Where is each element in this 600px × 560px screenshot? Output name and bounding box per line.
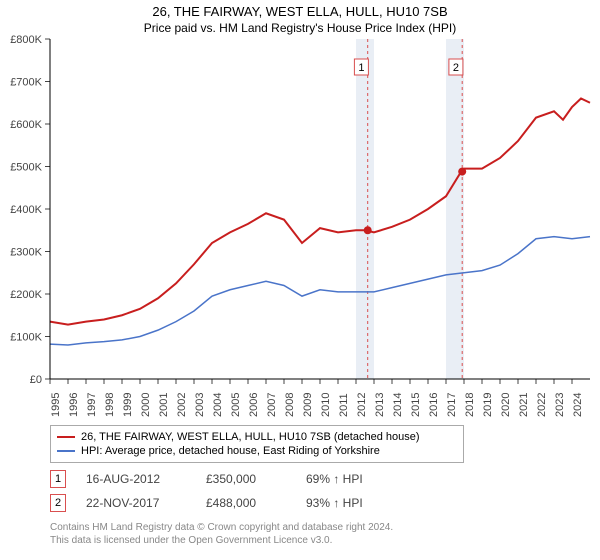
x-tick: 2020 bbox=[500, 386, 518, 424]
svg-text:£800K: £800K bbox=[10, 34, 42, 46]
x-tick: 1999 bbox=[122, 386, 140, 424]
svg-text:£200K: £200K bbox=[10, 289, 42, 301]
event-marker: 1 bbox=[50, 470, 66, 488]
event-date: 16-AUG-2012 bbox=[86, 472, 206, 486]
x-tick: 1997 bbox=[86, 386, 104, 424]
x-tick: 2005 bbox=[230, 386, 248, 424]
x-axis-ticks: 1995199619971998199920002001200220032004… bbox=[50, 386, 590, 424]
x-tick: 1995 bbox=[50, 386, 68, 424]
sale-events: 1 16-AUG-2012 £350,000 69% ↑ HPI 2 22-NO… bbox=[50, 467, 600, 515]
x-tick: 2013 bbox=[374, 386, 392, 424]
svg-text:2: 2 bbox=[453, 62, 459, 74]
x-tick: 2014 bbox=[392, 386, 410, 424]
svg-text:£500K: £500K bbox=[10, 162, 42, 174]
x-tick: 2002 bbox=[176, 386, 194, 424]
x-tick: 2010 bbox=[320, 386, 338, 424]
footer: Contains HM Land Registry data © Crown c… bbox=[50, 515, 600, 547]
x-tick: 2000 bbox=[140, 386, 158, 424]
svg-text:£100K: £100K bbox=[10, 332, 42, 344]
svg-text:£700K: £700K bbox=[10, 77, 42, 89]
x-tick: 2004 bbox=[212, 386, 230, 424]
x-tick: 2024 bbox=[572, 386, 590, 424]
x-tick: 2019 bbox=[482, 386, 500, 424]
x-tick: 2006 bbox=[248, 386, 266, 424]
event-row: 2 22-NOV-2017 £488,000 93% ↑ HPI bbox=[50, 491, 600, 515]
legend-swatch-hpi bbox=[57, 450, 75, 452]
chart-title: 26, THE FAIRWAY, WEST ELLA, HULL, HU10 7… bbox=[0, 0, 600, 19]
event-marker: 2 bbox=[50, 494, 66, 512]
x-tick: 2016 bbox=[428, 386, 446, 424]
chart-svg: £0£100K£200K£300K£400K£500K£600K£700K£80… bbox=[50, 39, 590, 379]
footer-line: This data is licensed under the Open Gov… bbox=[50, 534, 600, 547]
x-tick: 2015 bbox=[410, 386, 428, 424]
event-pct: 69% ↑ HPI bbox=[306, 472, 363, 486]
event-row: 1 16-AUG-2012 £350,000 69% ↑ HPI bbox=[50, 467, 600, 491]
x-tick: 2017 bbox=[446, 386, 464, 424]
footer-line: Contains HM Land Registry data © Crown c… bbox=[50, 521, 600, 534]
x-tick: 2011 bbox=[338, 386, 356, 424]
x-tick: 2018 bbox=[464, 386, 482, 424]
legend-label-property: 26, THE FAIRWAY, WEST ELLA, HULL, HU10 7… bbox=[81, 431, 420, 443]
legend-label-hpi: HPI: Average price, detached house, East… bbox=[81, 445, 380, 457]
x-tick: 2001 bbox=[158, 386, 176, 424]
legend-row: HPI: Average price, detached house, East… bbox=[57, 444, 457, 458]
legend: 26, THE FAIRWAY, WEST ELLA, HULL, HU10 7… bbox=[50, 425, 464, 463]
svg-text:£300K: £300K bbox=[10, 247, 42, 259]
event-price: £488,000 bbox=[206, 496, 306, 510]
chart-subtitle: Price paid vs. HM Land Registry's House … bbox=[0, 19, 600, 39]
legend-swatch-property bbox=[57, 436, 75, 438]
event-price: £350,000 bbox=[206, 472, 306, 486]
x-tick: 1998 bbox=[104, 386, 122, 424]
x-tick: 2003 bbox=[194, 386, 212, 424]
svg-text:1: 1 bbox=[358, 62, 364, 74]
x-tick: 2007 bbox=[266, 386, 284, 424]
x-tick: 1996 bbox=[68, 386, 86, 424]
x-tick: 2022 bbox=[536, 386, 554, 424]
container: 26, THE FAIRWAY, WEST ELLA, HULL, HU10 7… bbox=[0, 0, 600, 560]
x-tick: 2008 bbox=[284, 386, 302, 424]
x-tick: 2023 bbox=[554, 386, 572, 424]
plot-area: £0£100K£200K£300K£400K£500K£600K£700K£80… bbox=[50, 39, 590, 379]
x-tick: 2009 bbox=[302, 386, 320, 424]
x-tick: 2012 bbox=[356, 386, 374, 424]
event-date: 22-NOV-2017 bbox=[86, 496, 206, 510]
svg-text:£600K: £600K bbox=[10, 119, 42, 131]
event-pct: 93% ↑ HPI bbox=[306, 496, 363, 510]
legend-row: 26, THE FAIRWAY, WEST ELLA, HULL, HU10 7… bbox=[57, 430, 457, 444]
svg-text:£400K: £400K bbox=[10, 204, 42, 216]
x-tick: 2021 bbox=[518, 386, 536, 424]
svg-text:£0: £0 bbox=[30, 374, 42, 386]
